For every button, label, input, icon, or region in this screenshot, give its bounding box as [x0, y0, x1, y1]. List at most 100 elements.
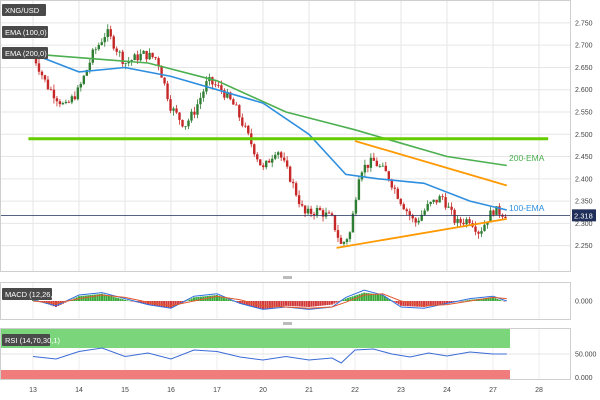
macd-histogram-bar: [266, 301, 269, 309]
x-tick-label: 14: [75, 387, 83, 394]
ema100-line: [32, 53, 507, 211]
macd-histogram-bar: [165, 301, 168, 308]
macd-histogram-bar: [310, 301, 313, 307]
macd-histogram-bar: [326, 301, 329, 306]
macd-histogram-bar: [117, 298, 120, 301]
macd-histogram-bar: [278, 301, 281, 307]
macd-histogram-bar: [239, 301, 241, 304]
macd-histogram-bar: [423, 301, 425, 307]
candle-body: [288, 166, 292, 182]
y-tick-label: 2.400: [575, 176, 593, 183]
candle-body: [420, 214, 423, 221]
candle-body: [450, 206, 453, 210]
pane-resize-handle[interactable]: [283, 276, 292, 279]
candle-body: [229, 92, 232, 100]
candle-body: [52, 89, 56, 99]
macd-histogram-bar: [321, 301, 324, 306]
candle-body: [115, 48, 118, 52]
macd-histogram-bar: [220, 296, 223, 301]
macd-histogram-bar: [245, 301, 248, 306]
macd-histogram-bar: [236, 301, 239, 303]
y-tick-label: 2.250: [575, 243, 593, 250]
y-tick-label: 2.750: [575, 20, 593, 27]
macd-histogram-bar: [193, 297, 195, 301]
candle-body: [405, 209, 408, 212]
candle-body: [214, 84, 217, 86]
macd-histogram-bar: [492, 297, 494, 301]
candle-body: [423, 210, 426, 215]
macd-legend-text: MACD (12,26,9): [5, 290, 60, 299]
macd-histogram-bar: [114, 297, 117, 301]
candle-body: [480, 231, 483, 234]
macd-histogram-bar: [298, 301, 301, 307]
candle-body: [46, 79, 50, 90]
macd-histogram-bar: [144, 301, 147, 305]
candle-body: [178, 112, 181, 120]
candle-body: [58, 101, 62, 105]
candle-body: [411, 215, 414, 219]
macd-histogram-bar: [351, 296, 354, 301]
x-tick-label: 17: [213, 387, 221, 394]
candle-body: [73, 96, 77, 100]
candle-body: [456, 218, 459, 223]
candle-body: [279, 152, 283, 158]
candle-body: [121, 51, 124, 64]
macd-histogram-bar: [140, 301, 143, 304]
candle-body: [67, 101, 71, 103]
candle-body: [55, 98, 59, 102]
candle-body: [402, 204, 405, 210]
candle-body: [336, 230, 340, 238]
macd-histogram-bar: [294, 301, 297, 307]
macd-histogram-bar: [222, 297, 225, 301]
macd-legend: MACD (12,26,9): [2, 288, 60, 300]
candle-body: [462, 222, 465, 225]
x-tick-label: 15: [121, 387, 129, 394]
macd-histogram-bar: [397, 301, 400, 305]
x-tick-label: 16: [167, 387, 175, 394]
symbol-label-text: XNG/USD: [5, 6, 40, 15]
macd-histogram-bar: [243, 301, 246, 305]
triangle-upper-line: [354, 140, 508, 187]
macd-histogram-bar: [190, 298, 193, 301]
candle-body: [441, 196, 444, 198]
candle-body: [43, 75, 47, 80]
macd-histogram-bar: [268, 301, 271, 309]
candle-body: [217, 85, 220, 86]
candle-body: [453, 209, 456, 223]
candle-body: [501, 214, 504, 217]
candle-body: [432, 199, 435, 202]
candle-body: [157, 58, 160, 67]
macd-histogram-bar: [55, 301, 57, 307]
macd-histogram-bar: [105, 295, 108, 301]
ema200-line: [32, 53, 507, 167]
macd-histogram-bar: [301, 301, 304, 307]
rsi-layer: [1, 329, 570, 379]
x-tick-label: 27: [489, 387, 497, 394]
candle-body: [339, 237, 343, 244]
candle-body: [160, 66, 163, 78]
macd-histogram-bar: [119, 298, 122, 301]
macd-histogram-bar: [360, 293, 363, 301]
candle-body: [426, 203, 429, 211]
candle-body: [315, 207, 319, 216]
pane-resize-handle[interactable]: [283, 322, 292, 325]
ema200-annotation: 200-EMA: [509, 153, 545, 163]
macd-histogram-bar: [319, 301, 322, 306]
macd-histogram-bar: [110, 296, 113, 301]
macd-histogram-bar: [466, 300, 469, 301]
ema100-legend: EMA (100,0): [2, 26, 48, 38]
macd-histogram-bar: [482, 298, 485, 301]
macd-histogram-bar: [241, 301, 244, 304]
macd-histogram-bar: [436, 301, 439, 305]
x-tick-label: 20: [259, 387, 267, 394]
macd-histogram-bar: [358, 294, 361, 301]
macd-histogram-bar: [167, 301, 170, 308]
macd-histogram-bar: [337, 301, 340, 302]
candle-body: [79, 83, 83, 88]
macd-histogram-bar: [503, 301, 506, 302]
macd-histogram-bar: [271, 301, 274, 308]
macd-histogram-bar: [248, 301, 251, 306]
macd-histogram-bar: [439, 301, 442, 305]
candle-body: [241, 117, 244, 126]
